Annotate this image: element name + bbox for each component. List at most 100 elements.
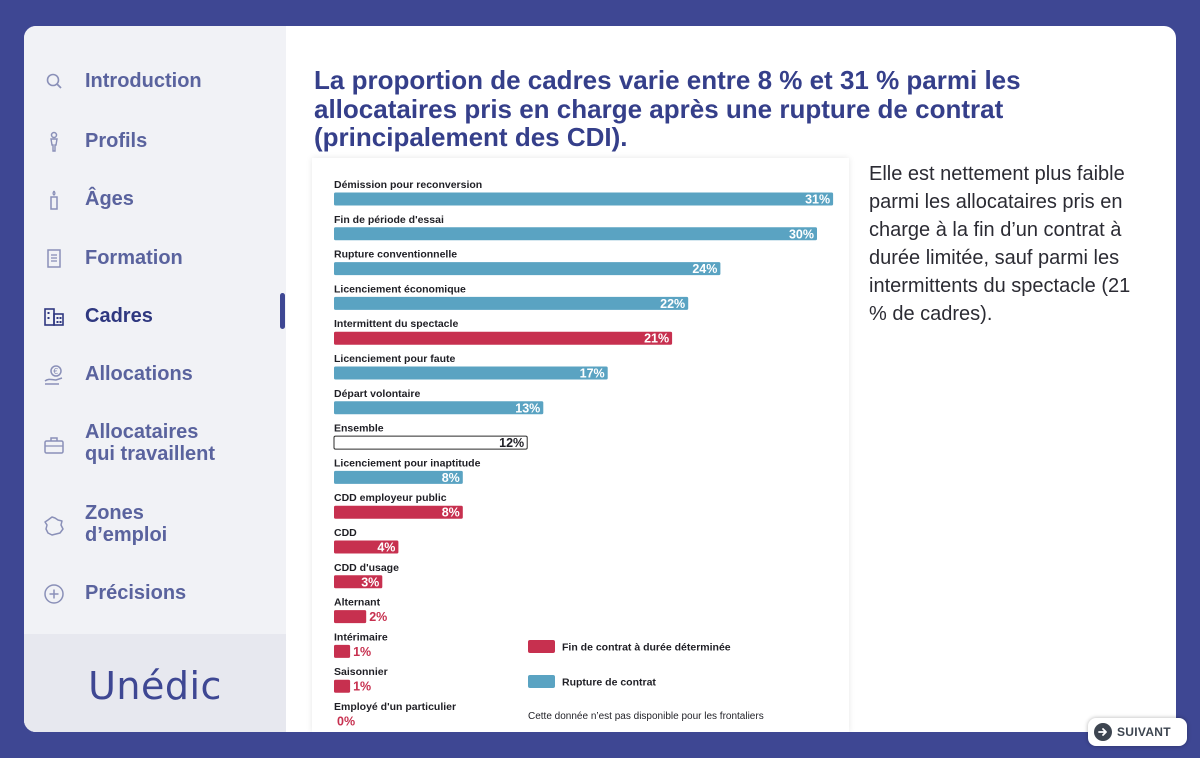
- bar-rupture: [334, 296, 689, 310]
- svg-text:€: €: [53, 367, 58, 376]
- plus-circle-icon: [42, 582, 66, 606]
- sidebar-item-label: Allocations: [85, 363, 193, 385]
- category-label: CDD d'usage: [334, 562, 399, 574]
- bar-ensemble: [333, 435, 528, 450]
- value-label: 4%: [377, 541, 395, 555]
- bar-rupture: [334, 470, 463, 484]
- sidebar-item-label-line: d’emploi: [85, 524, 168, 546]
- value-label: 2%: [369, 610, 387, 624]
- person-icon: [42, 130, 66, 154]
- value-label: 8%: [442, 471, 460, 485]
- value-label: 12%: [499, 436, 524, 450]
- value-label: 3%: [361, 575, 379, 589]
- sidebar-item-formation[interactable]: Formation: [24, 247, 286, 271]
- legend-swatch-fin_cdd: [528, 640, 555, 653]
- value-label: 0%: [337, 715, 355, 729]
- sidebar-item-label-line: Âges: [85, 188, 134, 210]
- bar-rupture: [334, 401, 544, 415]
- value-label: 13%: [515, 401, 540, 415]
- bar-fin_cdd: [334, 505, 463, 519]
- france-map-icon: [42, 514, 66, 538]
- value-label: 21%: [644, 332, 669, 346]
- sidebar-item-precisions[interactable]: Précisions: [24, 582, 286, 606]
- sidebar-item-label: Introduction: [85, 70, 202, 92]
- logo-area: Unédic: [24, 634, 286, 732]
- category-label: Employé d'un particulier: [334, 701, 456, 713]
- bar-fin_cdd: [334, 644, 351, 658]
- category-label: CDD: [334, 527, 357, 539]
- magnifier-icon: [42, 70, 66, 94]
- value-label: 30%: [789, 227, 814, 241]
- bar-rupture: [334, 366, 608, 380]
- sidebar-item-introduction[interactable]: Introduction: [24, 70, 286, 94]
- document-icon: [42, 247, 66, 271]
- category-label: Fin de période d'essai: [334, 214, 444, 226]
- sidebar-item-zones-d-emploi[interactable]: Zones d’emploi: [24, 502, 286, 548]
- sidebar-item-allocations[interactable]: € Allocations: [24, 363, 286, 387]
- sidebar-item-label-line: Allocations: [85, 363, 193, 385]
- category-label: Démission pour reconversion: [334, 179, 482, 191]
- value-label: 22%: [660, 297, 685, 311]
- category-label: Ensemble: [334, 423, 384, 435]
- value-label: 31%: [805, 193, 830, 207]
- value-label: 8%: [442, 506, 460, 520]
- main-card: Introduction Profils Âges Formation Cadres € A…: [24, 26, 1176, 732]
- value-label: 24%: [692, 262, 717, 276]
- category-label: CDD employeur public: [334, 492, 447, 504]
- sidebar-item-label: Profils: [85, 130, 147, 152]
- sidebar-item-label-line: Formation: [85, 247, 183, 269]
- category-label: Licenciement pour faute: [334, 353, 456, 365]
- active-indicator: [280, 293, 285, 329]
- category-label: Saisonnier: [334, 666, 388, 678]
- legend-swatch-rupture: [528, 675, 555, 688]
- sidebar-item-label: Allocataires qui travaillent: [85, 421, 215, 465]
- category-label: Rupture conventionnelle: [334, 249, 457, 261]
- bar-fin_cdd: [334, 679, 351, 693]
- legend-label: Fin de contrat à durée déterminée: [562, 642, 731, 654]
- sidebar-item-allocataires-qui-travaillent[interactable]: Allocataires qui travaillent: [24, 421, 286, 467]
- briefcase-icon: [42, 433, 66, 457]
- page-title: La proportion de cadres varie entre 8 % …: [314, 65, 1021, 152]
- sidebar-item-label-line: Introduction: [85, 70, 202, 92]
- bar-fin_cdd: [334, 610, 367, 624]
- sidebar: Introduction Profils Âges Formation Cadres € A…: [24, 26, 286, 732]
- sidebar-item-cadres[interactable]: Cadres: [24, 305, 286, 329]
- sidebar-item-label-line: qui travaillent: [85, 443, 216, 465]
- sidebar-item-label: Précisions: [85, 582, 186, 604]
- category-label: Licenciement économique: [334, 283, 466, 295]
- next-button-label: SUIVANT: [1117, 725, 1171, 739]
- bar-fin_cdd: [334, 540, 399, 554]
- sidebar-item-label-line: Profils: [85, 130, 148, 152]
- sidebar-item-label-line: Précisions: [85, 582, 187, 604]
- bar-chart: Démission pour reconversion 31% Fin de pér…: [333, 179, 834, 729]
- sidebar-item-label: Cadres: [85, 305, 153, 327]
- bar-fin_cdd: [334, 331, 673, 345]
- sidebar-item-label: Zones d’emploi: [85, 502, 167, 546]
- unedic-logo: Unédic: [88, 664, 222, 708]
- category-label: Départ volontaire: [334, 388, 421, 400]
- bar-rupture: [334, 192, 834, 206]
- value-label: 1%: [353, 645, 371, 659]
- sidebar-item-label-line: Cadres: [85, 305, 153, 327]
- bar-rupture: [334, 227, 817, 241]
- legend-label: Rupture de contrat: [562, 677, 656, 689]
- chart-note: Cette donnée n’est pas disponible pour l…: [528, 711, 764, 722]
- candle-icon: [42, 188, 66, 212]
- side-text: Elle est nettement plus faible parmi les…: [869, 163, 1131, 325]
- category-label: Intérimaire: [334, 631, 388, 643]
- arrow-right-circle-icon: [1094, 723, 1112, 741]
- sidebar-item-profils[interactable]: Profils: [24, 130, 286, 154]
- sidebar-item-label-line: Allocataires: [85, 421, 199, 443]
- chart-panel: Démission pour reconversion 31% Fin de pér…: [312, 158, 849, 732]
- bar-fin_cdd: [334, 575, 383, 589]
- value-label: 17%: [580, 367, 605, 381]
- sidebar-item-ages[interactable]: Âges: [24, 188, 286, 212]
- sidebar-item-label: Âges: [85, 188, 134, 210]
- building-icon: [42, 305, 66, 329]
- euro-hand-icon: €: [42, 363, 66, 387]
- next-button[interactable]: SUIVANT: [1088, 718, 1187, 746]
- bar-rupture: [334, 262, 721, 276]
- value-label: 1%: [353, 680, 371, 694]
- sidebar-item-label: Formation: [85, 247, 183, 269]
- category-label: Licenciement pour inaptitude: [334, 457, 481, 469]
